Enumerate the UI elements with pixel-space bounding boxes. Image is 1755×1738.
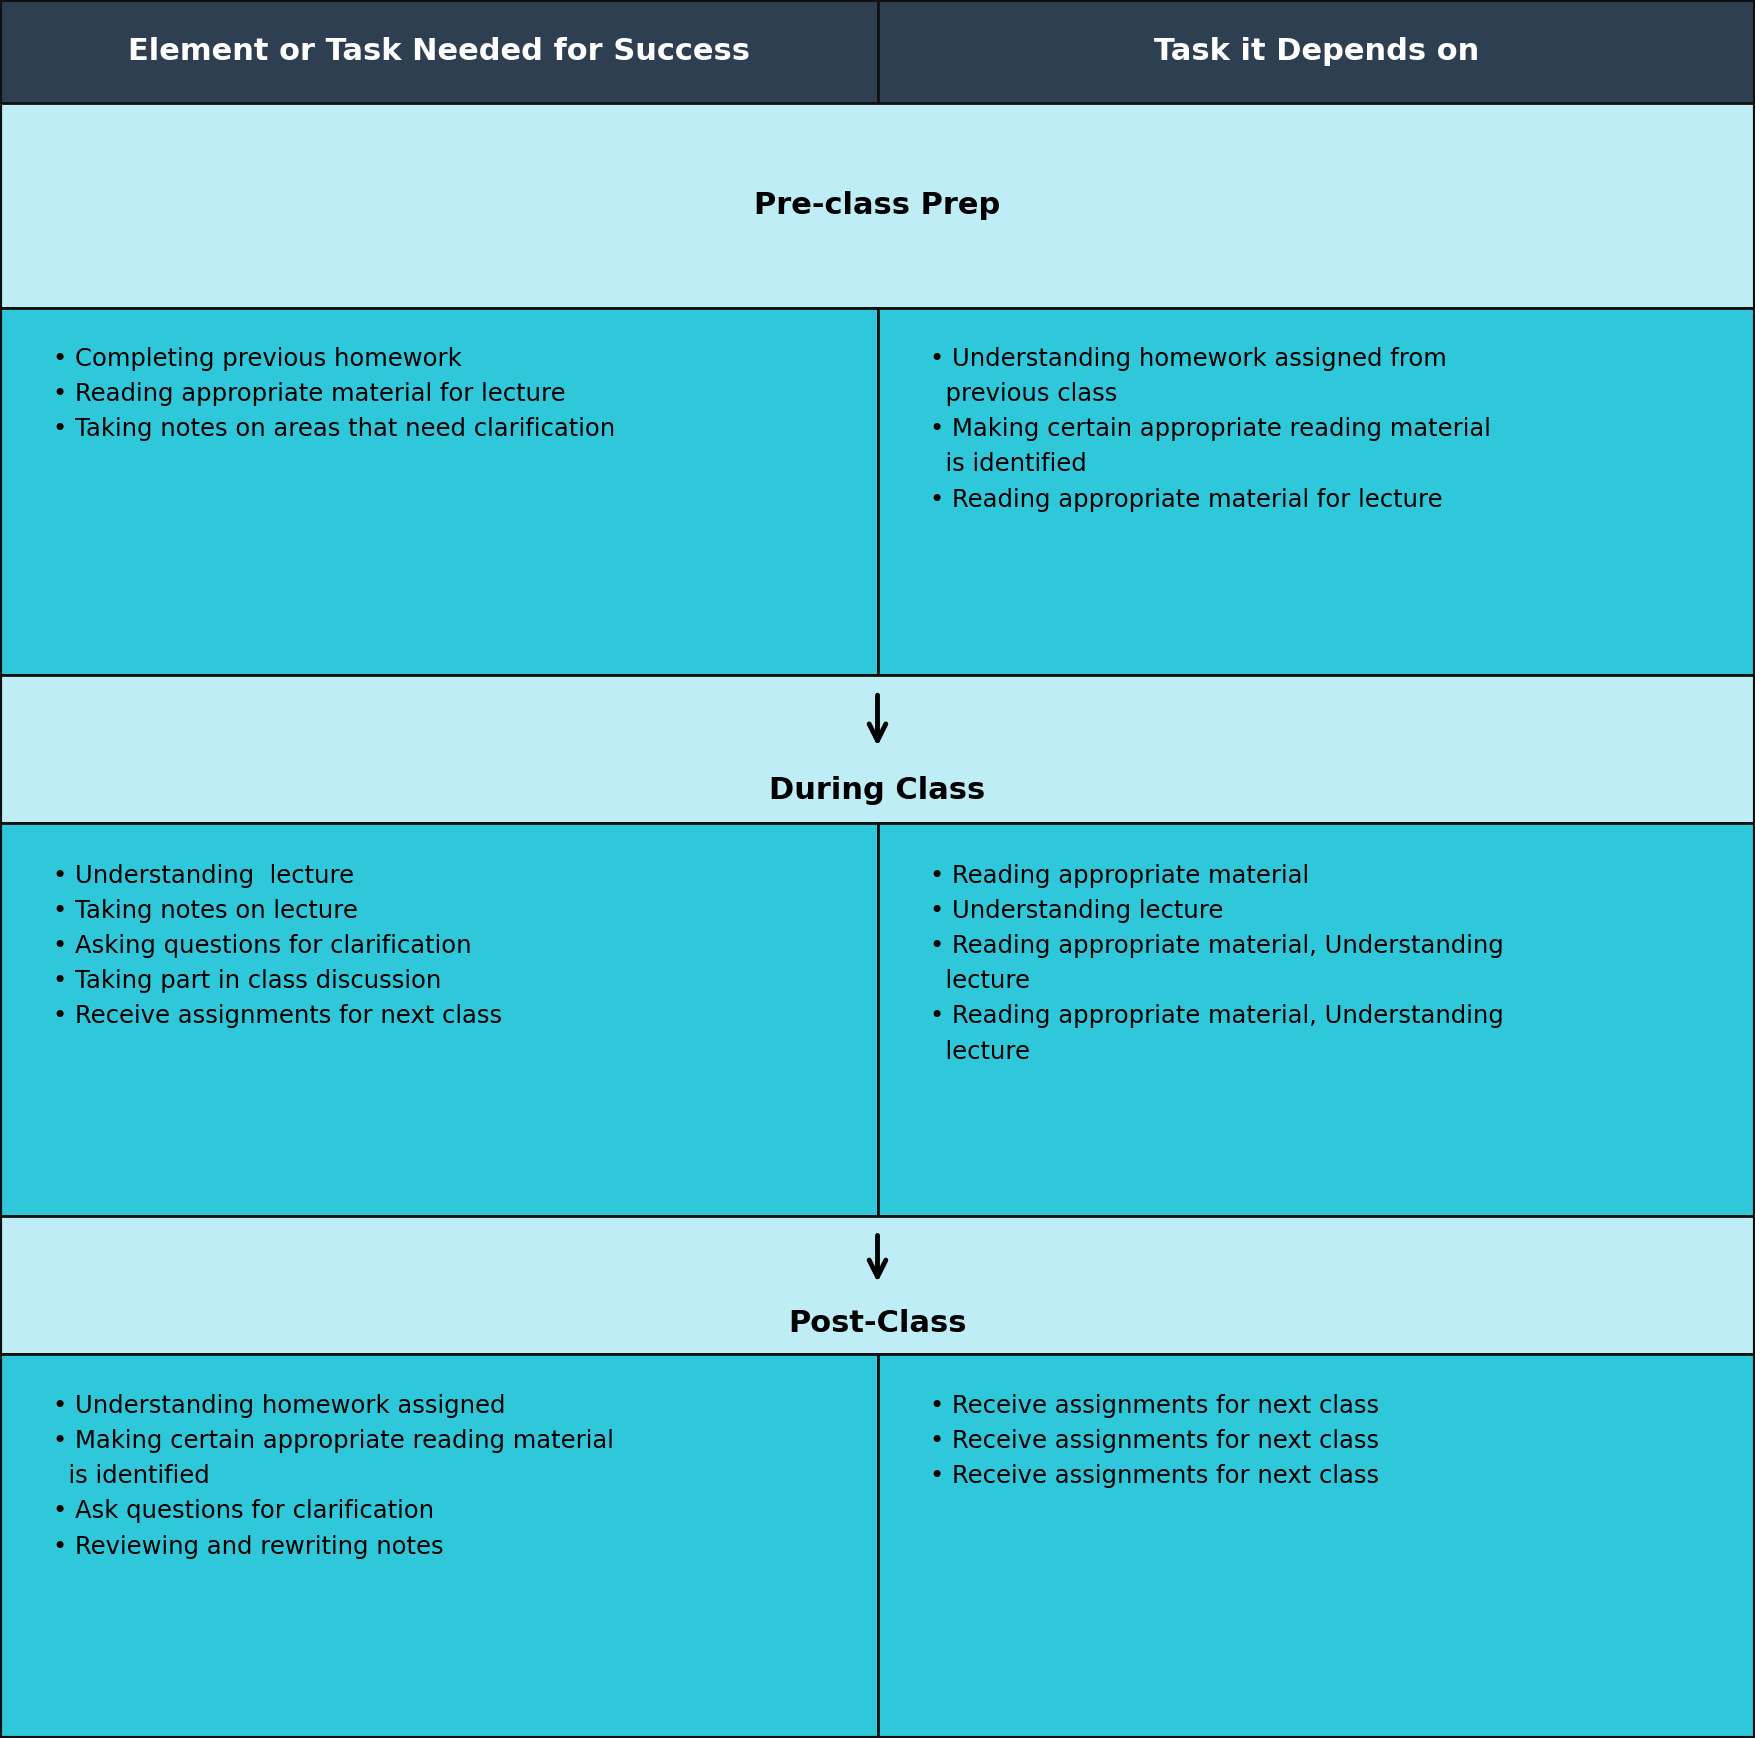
Text: • Understanding lecture: • Understanding lecture bbox=[930, 899, 1223, 923]
Text: • Taking notes on lecture: • Taking notes on lecture bbox=[53, 899, 358, 923]
Text: • Taking part in class discussion: • Taking part in class discussion bbox=[53, 970, 441, 992]
Bar bbox=[878, 0, 1755, 103]
Bar bbox=[0, 1217, 1755, 1354]
Text: • Reading appropriate material: • Reading appropriate material bbox=[930, 864, 1309, 888]
Text: • Asking questions for clarification: • Asking questions for clarification bbox=[53, 933, 470, 958]
Text: previous class: previous class bbox=[930, 382, 1118, 407]
Text: • Reading appropriate material for lecture: • Reading appropriate material for lectu… bbox=[930, 488, 1443, 511]
Text: • Understanding homework assigned from: • Understanding homework assigned from bbox=[930, 346, 1446, 370]
Text: • Receive assignments for next class: • Receive assignments for next class bbox=[930, 1394, 1379, 1418]
Text: • Understanding  lecture: • Understanding lecture bbox=[53, 864, 355, 888]
Text: Task it Depends on: Task it Depends on bbox=[1153, 36, 1479, 66]
Text: • Understanding homework assigned: • Understanding homework assigned bbox=[53, 1394, 505, 1418]
Text: Element or Task Needed for Success: Element or Task Needed for Success bbox=[128, 36, 749, 66]
Text: • Completing previous homework: • Completing previous homework bbox=[53, 346, 462, 370]
Text: Post-Class: Post-Class bbox=[788, 1309, 967, 1338]
Bar bbox=[0, 1354, 878, 1738]
Text: • Reading appropriate material, Understanding: • Reading appropriate material, Understa… bbox=[930, 933, 1504, 958]
Text: lecture: lecture bbox=[930, 1039, 1030, 1064]
Text: • Reading appropriate material for lecture: • Reading appropriate material for lectu… bbox=[53, 382, 565, 407]
Text: • Reviewing and rewriting notes: • Reviewing and rewriting notes bbox=[53, 1535, 444, 1559]
Bar bbox=[0, 0, 878, 103]
Bar bbox=[878, 824, 1755, 1217]
Text: lecture: lecture bbox=[930, 970, 1030, 992]
Text: During Class: During Class bbox=[769, 775, 986, 805]
Text: • Receive assignments for next class: • Receive assignments for next class bbox=[930, 1429, 1379, 1453]
Text: • Receive assignments for next class: • Receive assignments for next class bbox=[53, 1005, 502, 1029]
Bar bbox=[878, 308, 1755, 674]
Text: • Receive assignments for next class: • Receive assignments for next class bbox=[930, 1463, 1379, 1488]
Text: is identified: is identified bbox=[53, 1463, 209, 1488]
Text: Pre-class Prep: Pre-class Prep bbox=[755, 191, 1000, 221]
Bar bbox=[0, 308, 878, 674]
Bar bbox=[878, 1354, 1755, 1738]
Text: • Ask questions for clarification: • Ask questions for clarification bbox=[53, 1500, 433, 1522]
Text: • Making certain appropriate reading material: • Making certain appropriate reading mat… bbox=[930, 417, 1492, 441]
Text: • Making certain appropriate reading material: • Making certain appropriate reading mat… bbox=[53, 1429, 614, 1453]
Text: is identified: is identified bbox=[930, 452, 1086, 476]
Bar bbox=[0, 824, 878, 1217]
Text: • Taking notes on areas that need clarification: • Taking notes on areas that need clarif… bbox=[53, 417, 614, 441]
Bar bbox=[0, 103, 1755, 308]
Bar bbox=[0, 674, 1755, 824]
Text: • Reading appropriate material, Understanding: • Reading appropriate material, Understa… bbox=[930, 1005, 1504, 1029]
